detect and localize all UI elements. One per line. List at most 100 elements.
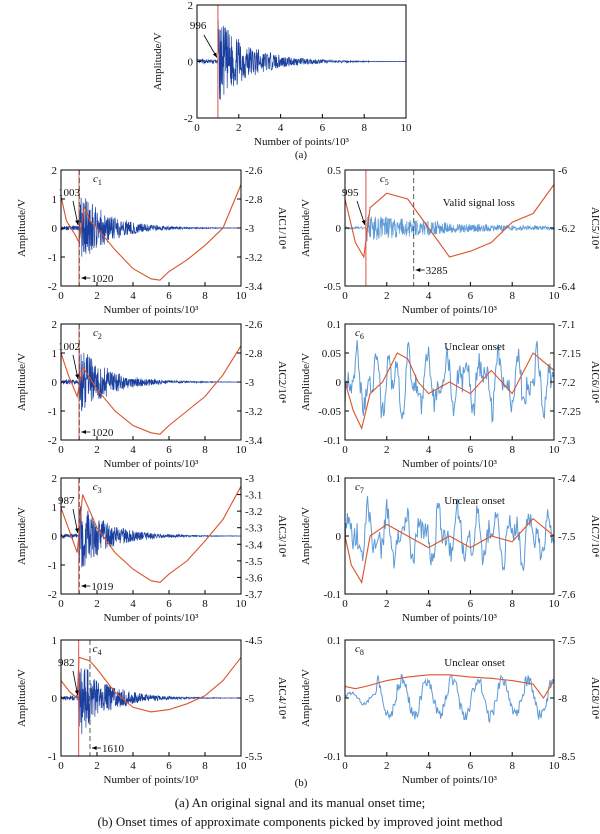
y2-tick-label: -7.5	[558, 531, 576, 543]
aic-curve	[61, 184, 241, 281]
onset-label-auto: 1019	[91, 581, 114, 593]
component-label: c2	[93, 327, 102, 341]
y-tick-label: 0.1	[327, 473, 341, 485]
x-axis-label: Number of points/10³	[402, 774, 498, 786]
x-tick-label: 2	[94, 598, 100, 610]
x-tick-label: 4	[130, 444, 136, 456]
onset-label-manual: 996	[190, 20, 207, 32]
y-tick-label: 0.1	[327, 319, 341, 331]
y2-tick-label: -5	[245, 693, 255, 705]
x-tick-label: 0	[342, 598, 348, 610]
y-tick-label: -0.5	[324, 281, 342, 293]
y2-tick-label: -3.2	[245, 506, 262, 518]
x-tick-label: 2	[94, 444, 100, 456]
y-tick-label: 0	[52, 377, 58, 389]
x-tick-label: 8	[509, 598, 515, 610]
x-tick-label: 4	[426, 290, 432, 302]
component-label: c6	[355, 327, 364, 341]
x-tick-label: 6	[166, 598, 172, 610]
aic-curve	[345, 184, 554, 259]
x-tick-label: 0	[58, 598, 64, 610]
y2-tick-label: -7.1	[558, 319, 575, 331]
x-tick-label: 0	[342, 444, 348, 456]
pointer-arrowhead	[361, 220, 366, 225]
y-tick-label: 0	[52, 531, 58, 543]
y2-tick-label: -8.5	[558, 751, 576, 763]
x-tick-label: 6	[468, 290, 474, 302]
y-axis-label: Amplitude/V	[300, 669, 312, 727]
y2-axis-label: AIC4/10⁴	[276, 677, 288, 720]
y2-tick-label: -3.2	[245, 406, 262, 418]
x-tick-label: 4	[278, 122, 284, 134]
pointer-arrowhead	[75, 374, 79, 379]
x-tick-label: 2	[384, 444, 390, 456]
x-tick-label: 6	[166, 760, 172, 772]
plot-area	[345, 496, 554, 584]
y2-tick-label: -7.3	[558, 435, 576, 447]
y-axis-label: Amplitude/V	[300, 353, 312, 411]
x-tick-label: 10	[236, 598, 248, 610]
x-tick-label: 8	[202, 760, 208, 772]
y-tick-label: 0	[52, 693, 58, 705]
aic-curve	[345, 674, 554, 699]
y-tick-label: -2	[48, 435, 57, 447]
x-tick-label: 4	[426, 598, 432, 610]
y-tick-label: 1	[52, 348, 58, 360]
x-tick-label: 0	[58, 760, 64, 772]
signal-trace	[345, 496, 554, 571]
y2-tick-label: -8	[558, 693, 568, 705]
chart-panel-c6: 0 2 4 6 8 10 -0.1 -0.05 0 0.05 0.1 -7.3 -7.25 -7.2 -7.…	[300, 319, 600, 470]
chart-panel-c8: 0 2 4 6 8 10-0.100.1-8.5-8-7.5AIC8/10⁴Amplitu…	[300, 635, 600, 786]
y-tick-label: 0.1	[327, 635, 341, 647]
x-tick-label: 2	[94, 760, 100, 772]
x-tick-label: 8	[509, 444, 515, 456]
pointer-arrowhead	[74, 528, 79, 533]
y-tick-label: 0	[336, 377, 342, 389]
pointer-arrowhead	[81, 584, 86, 588]
x-tick-label: 6	[166, 444, 172, 456]
y2-tick-label: -2.6	[245, 165, 263, 177]
y2-tick-label: -7.6	[558, 589, 576, 601]
y2-tick-label: -3	[245, 473, 255, 485]
pointer-arrowhead	[415, 268, 421, 272]
x-axis-label: Number of points/10³	[104, 612, 200, 624]
chart-panel-c7: 0 2 4 6 8 10-0.100.1-7.6-7.5-7.4AIC7/10⁴Ampli…	[300, 473, 600, 624]
x-tick-label: 0	[58, 290, 64, 302]
pointer-arrowhead	[81, 430, 86, 434]
y2-tick-label: -3.4	[245, 281, 263, 293]
component-label: c1	[93, 173, 102, 187]
y2-axis-label: AIC3/10⁴	[276, 515, 288, 558]
aic-curve	[345, 352, 554, 431]
pointer-arrowhead	[212, 52, 217, 58]
y-axis-label: Amplitude/V	[16, 353, 28, 411]
x-tick-label: 2	[94, 290, 100, 302]
y-tick-label: 0.05	[322, 348, 342, 360]
signal-trace	[345, 674, 554, 724]
signal-trace	[61, 197, 241, 257]
y-tick-label: 2	[188, 0, 194, 12]
panel-label-a: (a)	[295, 149, 308, 161]
y-tick-label: -1	[48, 560, 57, 572]
y-tick-label: -0.05	[318, 406, 341, 418]
y2-tick-label: -2.6	[245, 319, 263, 331]
y-axis-label: Amplitude/V	[16, 507, 28, 565]
y2-axis-label: AIC2/10⁴	[276, 361, 288, 404]
x-tick-label: 10	[236, 444, 248, 456]
component-label: c7	[355, 481, 364, 495]
x-tick-label: 2	[236, 122, 242, 134]
annotation-text: Unclear onset	[444, 341, 505, 353]
x-axis-label: Number of points/10³	[402, 458, 498, 470]
pointer-arrowhead	[81, 276, 86, 280]
y-tick-label: -0.1	[324, 589, 341, 601]
y-tick-label: -2	[48, 281, 57, 293]
x-axis-label: Number of points/10³	[104, 458, 200, 470]
signal-trace	[61, 506, 241, 568]
pointer-arrowhead	[75, 220, 79, 225]
x-axis-label: Number of points/10³	[402, 612, 498, 624]
signal-trace	[345, 339, 554, 424]
y2-tick-label: -7.25	[558, 406, 581, 418]
onset-label-manual: 987	[58, 495, 75, 507]
x-tick-label: 10	[549, 290, 561, 302]
x-tick-label: 6	[468, 444, 474, 456]
